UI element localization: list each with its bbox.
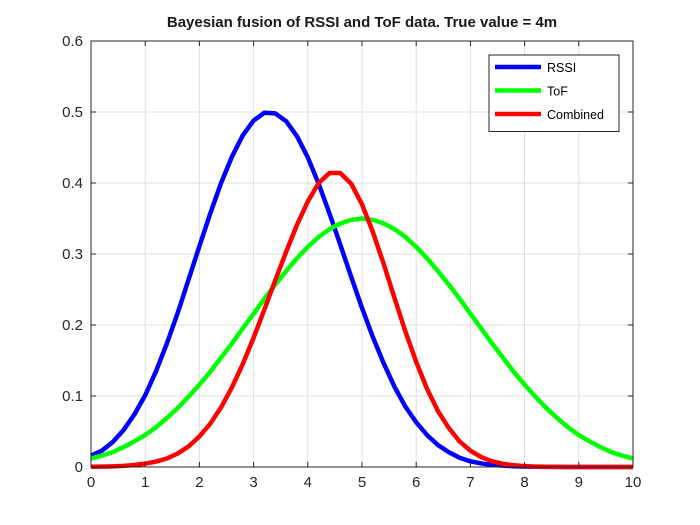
y-tick-label: 0.3 [62, 246, 83, 263]
x-tick-label: 4 [304, 474, 312, 491]
x-tick-label: 2 [195, 474, 203, 491]
series-line-tof [90, 216, 634, 461]
x-tick-label: 1 [141, 474, 149, 491]
y-tick-label: 0 [75, 459, 83, 476]
x-tick-label: 8 [520, 474, 528, 491]
x-tick-label: 7 [466, 474, 474, 491]
legend-label-rssi: RSSI [547, 61, 576, 75]
y-tick-label: 0.5 [62, 104, 83, 121]
x-tick-label: 3 [249, 474, 257, 491]
x-tick-label: 5 [358, 474, 366, 491]
y-tick-label: 0.6 [62, 33, 83, 50]
x-tick-label: 0 [87, 474, 95, 491]
chart-title: Bayesian fusion of RSSI and ToF data. Tr… [167, 14, 557, 31]
legend-label-combined: Combined [547, 108, 604, 122]
x-tick-label: 9 [575, 474, 583, 491]
y-tick-label: 0.2 [62, 317, 83, 334]
plot-area: 0 1 2 3 4 5 6 7 8 9 10 0 0.1 0.2 0.3 0.4 0.5 0.6 RSSI ToF Co… [62, 33, 641, 491]
x-tick-label: 6 [412, 474, 420, 491]
x-tick-label: 10 [625, 474, 642, 491]
legend-label-tof: ToF [547, 85, 568, 99]
y-tick-label: 0.1 [62, 388, 83, 405]
y-tick-label: 0.4 [62, 175, 83, 192]
